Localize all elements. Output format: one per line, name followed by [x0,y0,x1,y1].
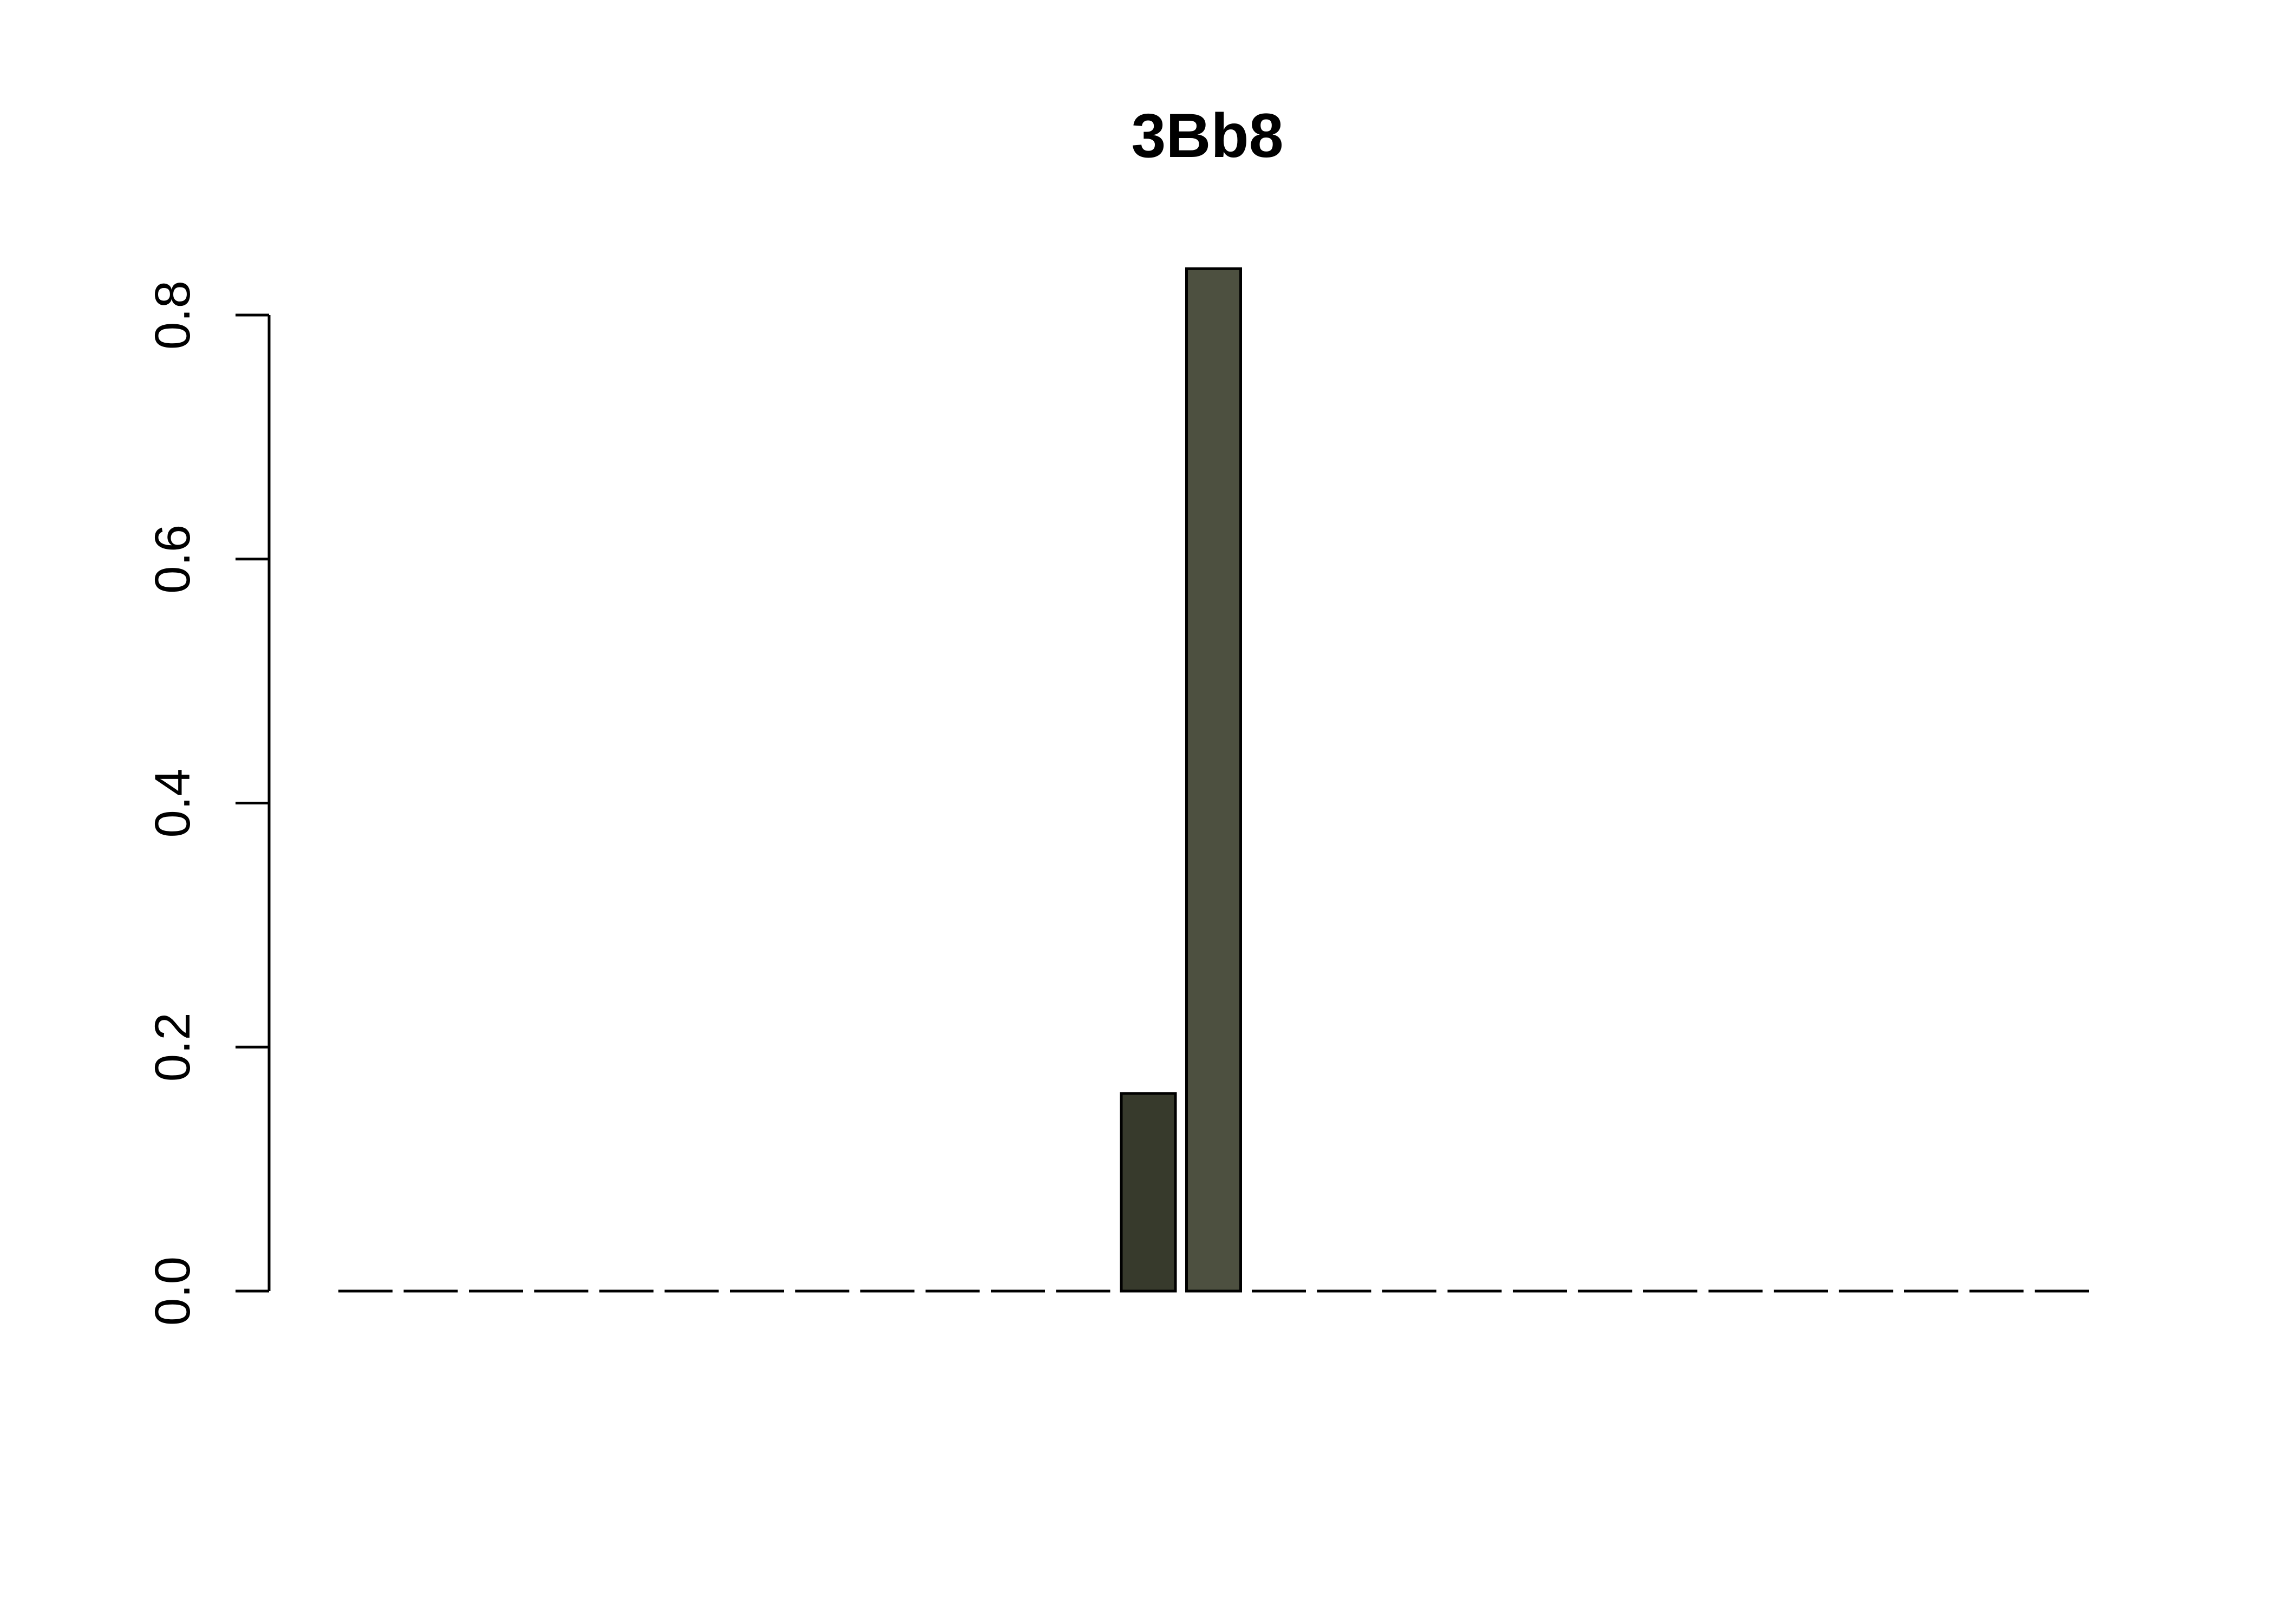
bar [1185,267,1242,1293]
y-tick-label: 0.8 [145,280,200,350]
chart-title: 3Bb8 [1131,101,1283,171]
y-tick-label: 0.2 [145,1012,200,1082]
y-tick-label: 0.4 [145,769,200,838]
y-tick-label: 0.6 [145,525,200,594]
bars [338,267,2089,1293]
bar [1120,1092,1177,1293]
y-tick-label: 0.0 [145,1256,200,1326]
y-axis-ticks: 0.0 0.2 0.4 0.6 0.8 [145,280,269,1326]
